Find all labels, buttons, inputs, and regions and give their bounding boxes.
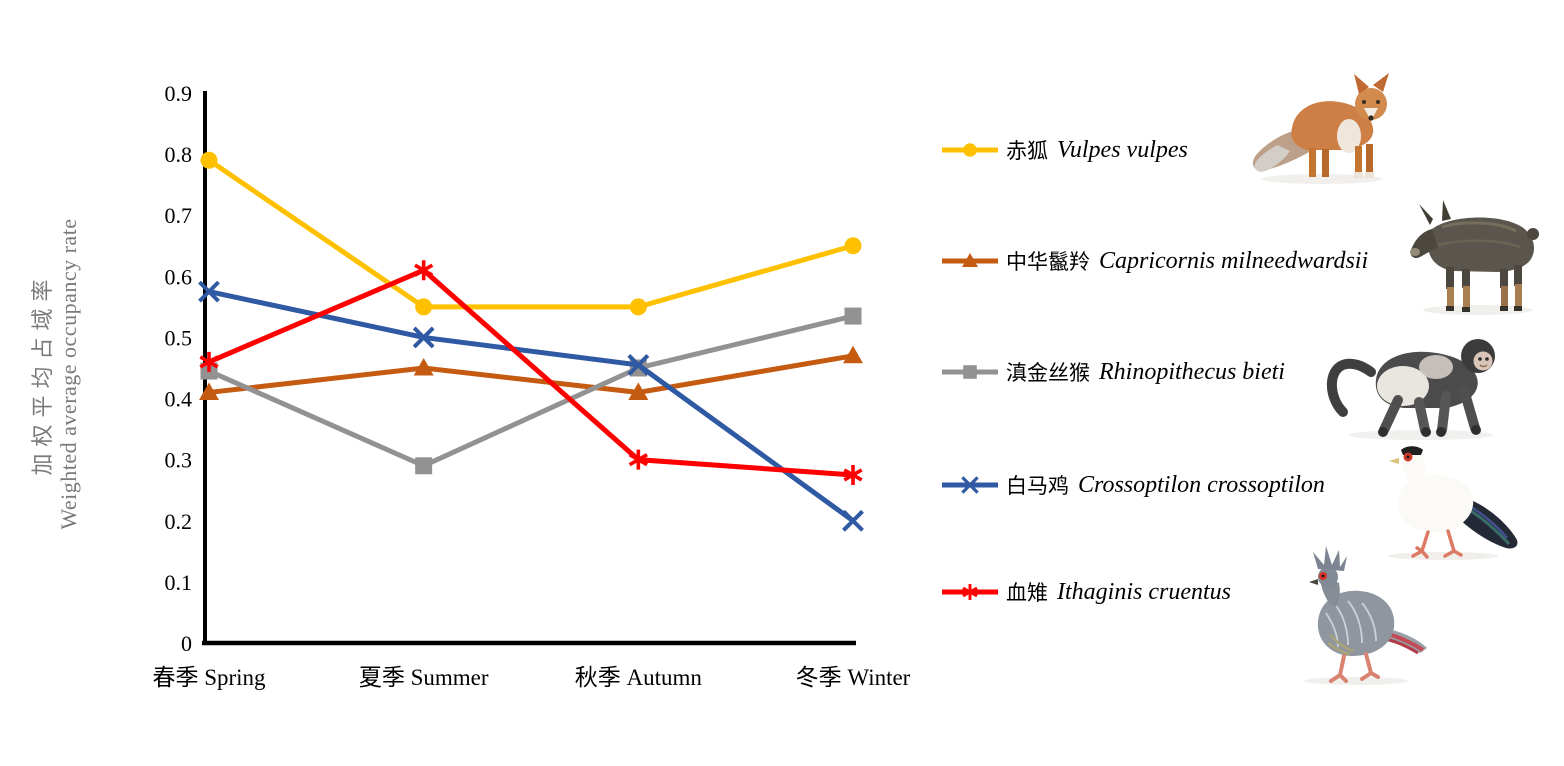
chinese-serow-image [1410, 200, 1539, 315]
legend-label-latin: Vulpes vulpes [1057, 136, 1188, 163]
series-1-point [413, 358, 434, 376]
legend-item-ithaginis-cruentus: 血雉 Ithaginis cruentus [941, 576, 1231, 608]
y-tick-label: 0.3 [165, 448, 193, 473]
legend-label-zh: 滇金丝猴 [1006, 361, 1090, 385]
series-2-point [844, 307, 862, 325]
occupancy-line-chart: 0 0.1 0.2 0.3 0.4 0.5 0.6 0.7 0.8 0.9 春季 Spring 夏季 … [152, 81, 911, 690]
series-0-point [200, 151, 218, 169]
series-line-3 [208, 289, 855, 523]
snub-nosed-monkey-image [1326, 339, 1495, 440]
yellow-circle-series-marker [942, 143, 998, 157]
series-3-point [842, 509, 864, 532]
legend-item-crossoptilon-crossoptilon: 白马鸡 Crossoptilon crossoptilon [941, 469, 1325, 501]
y-tick-label: 0.9 [165, 81, 193, 106]
y-tick-label: 0.5 [165, 325, 193, 350]
gray-square-series-marker [942, 365, 998, 379]
x-category-label: 夏季 Summer [359, 665, 489, 690]
series-3-point [627, 354, 650, 376]
brown-triangle-series-marker [942, 253, 998, 267]
series-1-point [628, 382, 649, 400]
red-asterisk-series-marker [942, 584, 998, 600]
legend-item-rhinopithecus-bieti: 滇金丝猴 Rhinopithecus bieti [941, 356, 1285, 388]
series-0-point [844, 237, 862, 255]
series-line-0 [207, 158, 854, 310]
blue-x-series-marker [942, 476, 998, 494]
series-3-point [412, 326, 435, 349]
series-0-point [629, 298, 647, 316]
y-tick-label: 0.2 [165, 509, 193, 534]
y-tick-label: 0.1 [165, 570, 193, 595]
legend-label-latin: Crossoptilon crossoptilon [1078, 471, 1325, 498]
series-2-point [415, 457, 433, 475]
blood-pheasant-image [1304, 546, 1427, 685]
legend-marker-glyph [961, 476, 979, 494]
y-tick-label: 0.6 [165, 264, 193, 289]
series-line-1 [208, 353, 854, 395]
series-3-point [198, 280, 220, 303]
legend-label-zh: 血雉 [1006, 581, 1048, 605]
legend-item-capricornis-milneedwardsii: 中华鬣羚 Capricornis milneedwardsii [941, 245, 1368, 277]
y-tick-label: 0.7 [165, 203, 193, 228]
series-4-point [199, 351, 219, 372]
series-1-point [843, 345, 863, 364]
legend-label-zh: 白马鸡 [1006, 474, 1069, 498]
x-category-label: 冬季 Winter [796, 665, 911, 690]
legend-marker-glyph [963, 143, 977, 157]
series-0-point [415, 298, 433, 316]
legend-marker-glyph [963, 365, 977, 379]
y-tick-label: 0.8 [165, 142, 193, 167]
x-category-label: 秋季 Autumn [575, 665, 703, 690]
y-tick-label: 0 [181, 631, 192, 656]
series-4-point [843, 464, 863, 485]
legend-marker-glyph [962, 253, 978, 267]
white-eared-pheasant-image [1388, 446, 1518, 560]
red-fox-image [1252, 73, 1389, 184]
legend-label-latin: Capricornis milneedwardsii [1099, 247, 1369, 274]
legend-label-zh: 中华鬣羚 [1006, 250, 1090, 274]
series-1-point [199, 382, 219, 400]
x-category-label: 春季 Spring [152, 665, 266, 690]
series-4-point [628, 449, 648, 470]
y-tick-label: 0.4 [165, 387, 193, 412]
legend-label-latin: Ithaginis cruentus [1057, 578, 1231, 605]
legend-item-vulpes-vulpes: 赤狐 Vulpes vulpes [941, 134, 1188, 166]
legend-marker-glyph [962, 584, 978, 600]
series-line-2 [207, 313, 854, 469]
series-line-4 [208, 267, 854, 478]
legend-label-latin: Rhinopithecus bieti [1099, 358, 1285, 385]
legend-label-zh: 赤狐 [1006, 139, 1048, 163]
series-4-point [414, 260, 434, 281]
